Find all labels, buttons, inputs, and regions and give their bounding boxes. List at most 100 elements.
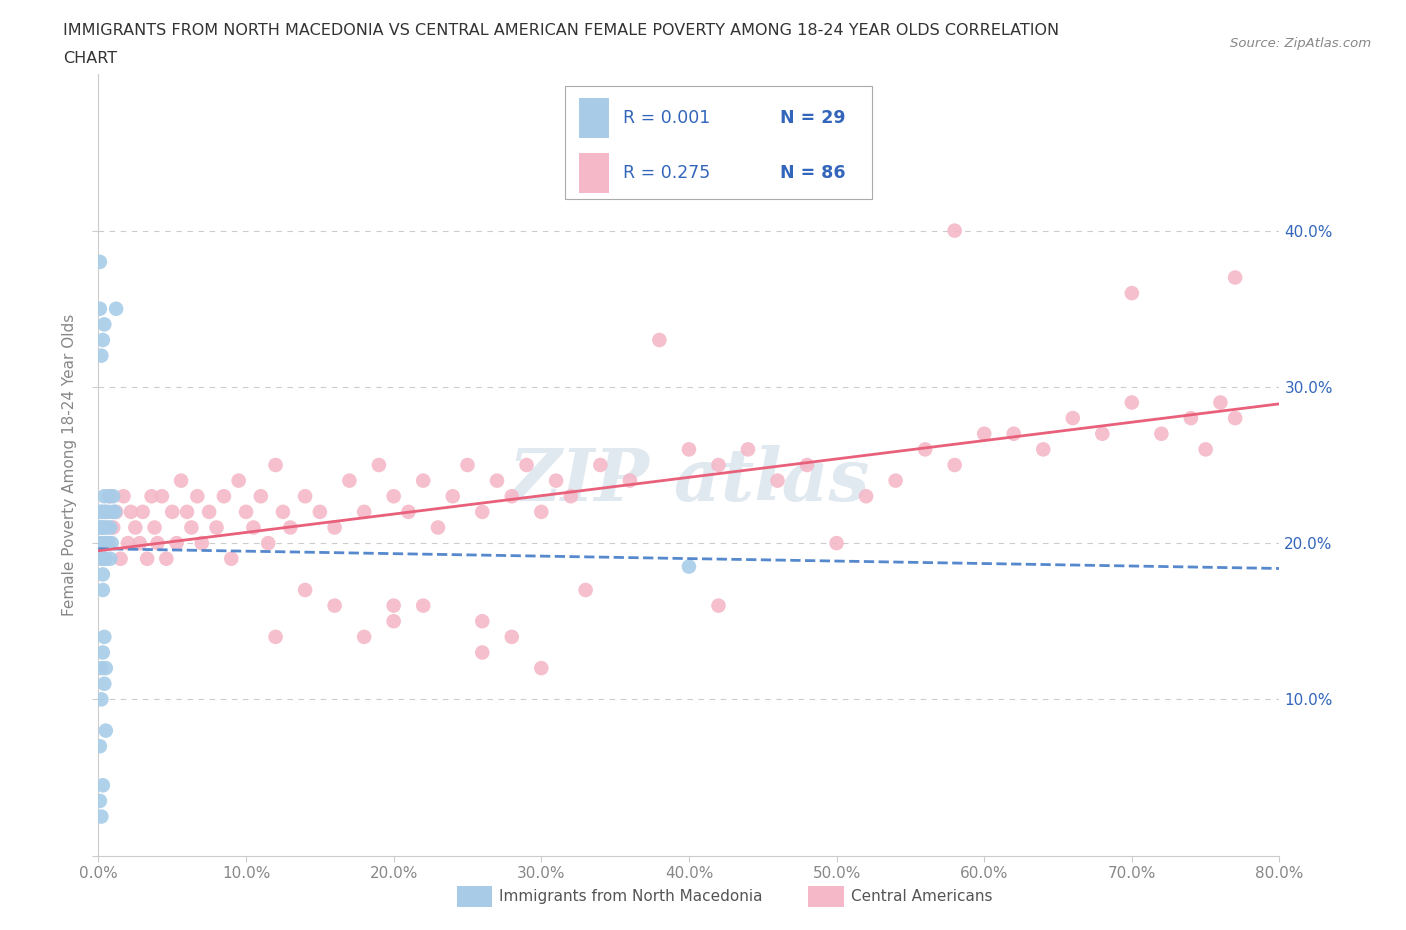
Point [90, 692, 112, 707]
Point [1225, 411, 1247, 426]
Point [412, 598, 434, 613]
Point [884, 473, 907, 488]
Point [93, 317, 115, 332]
Point [91, 536, 114, 551]
Point [530, 660, 553, 675]
Point [1091, 426, 1114, 441]
Text: ZIP atlas: ZIP atlas [509, 445, 869, 516]
Point [471, 504, 494, 519]
Point [973, 426, 995, 441]
Point [339, 473, 361, 488]
Point [943, 223, 966, 238]
Point [221, 551, 243, 566]
Point [150, 489, 173, 504]
Point [90, 660, 112, 675]
Point [441, 489, 464, 504]
Point [707, 458, 730, 472]
Point [546, 473, 568, 488]
Y-axis label: Female Poverty Among 18-24 Year Olds: Female Poverty Among 18-24 Year Olds [62, 314, 77, 617]
Point [103, 504, 125, 519]
Point [737, 442, 759, 457]
Text: R = 0.275: R = 0.275 [623, 164, 710, 182]
Point [90, 520, 112, 535]
Point [235, 504, 257, 519]
Point [1180, 411, 1202, 426]
Point [471, 614, 494, 629]
Point [427, 520, 450, 535]
Point [166, 536, 188, 551]
Point [98, 489, 121, 504]
Text: Central Americans: Central Americans [851, 889, 993, 904]
Point [280, 520, 302, 535]
Point [619, 473, 641, 488]
Point [91, 645, 114, 660]
Point [170, 473, 193, 488]
Point [186, 489, 208, 504]
Point [94, 504, 117, 519]
Point [91, 504, 114, 519]
Point [412, 473, 434, 488]
Point [98, 551, 121, 566]
Point [796, 458, 818, 472]
Point [560, 489, 582, 504]
Text: Immigrants from North Macedonia: Immigrants from North Macedonia [499, 889, 762, 904]
Point [368, 458, 391, 472]
Point [198, 504, 221, 519]
Point [1032, 442, 1054, 457]
Point [294, 489, 316, 504]
Point [90, 348, 112, 363]
Point [90, 504, 112, 519]
Point [323, 520, 346, 535]
Point [97, 536, 120, 551]
Point [120, 504, 142, 519]
Point [89, 536, 111, 551]
Point [103, 489, 125, 504]
Point [91, 567, 114, 582]
Point [589, 458, 612, 472]
Point [678, 559, 700, 574]
Point [501, 489, 523, 504]
Point [89, 793, 111, 808]
Point [89, 255, 111, 270]
Point [94, 536, 117, 551]
Point [96, 536, 118, 551]
Point [89, 738, 111, 753]
Point [103, 520, 125, 535]
Text: Source: ZipAtlas.com: Source: ZipAtlas.com [1230, 37, 1371, 50]
Point [294, 582, 316, 597]
Text: N = 86: N = 86 [780, 164, 845, 182]
Point [94, 660, 117, 675]
Point [486, 473, 509, 488]
Point [90, 809, 112, 824]
Point [132, 504, 155, 519]
Point [250, 489, 273, 504]
Point [382, 489, 405, 504]
Point [855, 489, 877, 504]
Point [707, 598, 730, 613]
Point [124, 520, 146, 535]
Point [155, 551, 177, 566]
Point [943, 458, 966, 472]
Point [530, 504, 553, 519]
Point [89, 504, 111, 519]
Point [353, 504, 375, 519]
Point [146, 536, 169, 551]
Point [91, 582, 114, 597]
Point [648, 333, 671, 348]
Point [91, 777, 114, 792]
Point [136, 551, 159, 566]
Point [205, 520, 228, 535]
Point [516, 458, 538, 472]
Point [271, 504, 294, 519]
Point [112, 489, 135, 504]
Point [575, 582, 598, 597]
Point [1150, 426, 1173, 441]
Point [766, 473, 789, 488]
Point [264, 458, 287, 472]
Point [323, 598, 346, 613]
Point [382, 614, 405, 629]
Point [228, 473, 250, 488]
Point [90, 551, 112, 566]
Point [96, 520, 118, 535]
Point [242, 520, 264, 535]
